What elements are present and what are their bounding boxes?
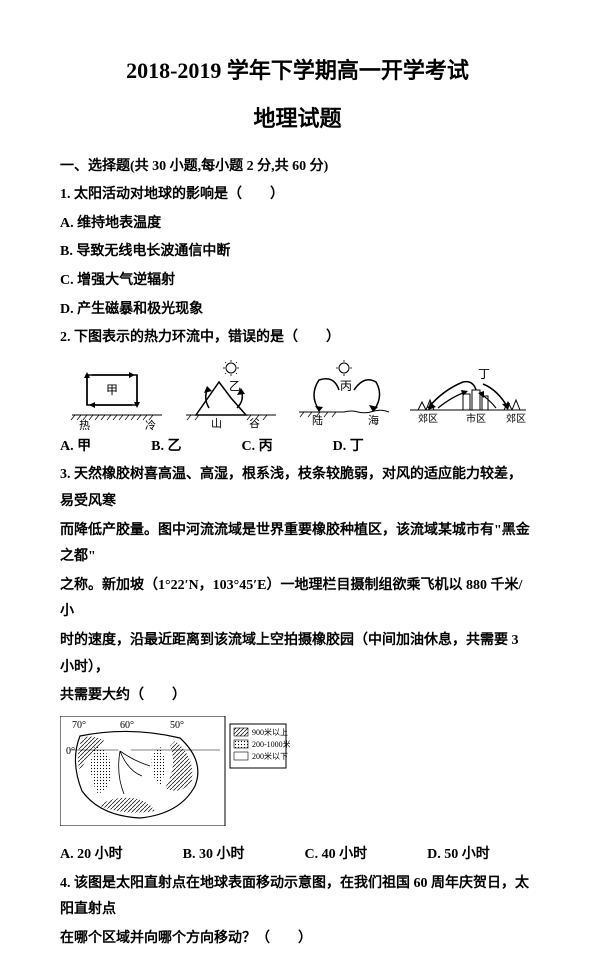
label-ding: 丁: [478, 367, 490, 381]
svg-text:50°: 50°: [170, 720, 184, 731]
q3-line3: 之称。新加坡（1°22′N，103°45′E）一地理栏目摄制组欲乘飞机以 880…: [60, 573, 535, 626]
legend-1: 900米以上: [252, 727, 288, 737]
label-jiao2: 郊区: [506, 412, 526, 425]
q3-opt-d: D. 50 小时: [427, 842, 490, 869]
q2-options: A. 甲 B. 乙 C. 丙 D. 丁: [60, 434, 535, 461]
label-shi: 市区: [466, 412, 486, 425]
diagram-yi: 乙 山 谷: [181, 360, 281, 430]
svg-text:70°: 70°: [72, 720, 86, 731]
q3-opt-b: B. 30 小时: [183, 842, 245, 869]
q3-line2: 而降低产胶量。图中河流流域是世界重要橡胶种植区，该流域某城市有"黑金之都": [60, 518, 535, 571]
q3-opt-c: C. 40 小时: [304, 842, 367, 869]
q1-stem: 1. 太阳活动对地球的影响是（ ）: [60, 182, 535, 209]
exam-title-1: 2018-2019 学年下学期高一开学考试: [60, 50, 535, 92]
q2-stem: 2. 下图表示的热力环流中，错误的是（ ）: [60, 325, 535, 352]
diagram-bing: 丙 陆 海: [294, 360, 394, 430]
q3-options: A. 20 小时 B. 30 小时 C. 40 小时 D. 50 小时: [60, 842, 535, 869]
svg-text:0°: 0°: [66, 746, 75, 757]
label-jia: 甲: [106, 383, 118, 397]
label-hai: 海: [368, 413, 379, 427]
q2-opt-d: D. 丁: [333, 434, 364, 461]
svg-text:60°: 60°: [120, 720, 134, 731]
q1-opt-b: B. 导致无线电长波通信中断: [60, 239, 535, 266]
exam-title-2: 地理试题: [60, 98, 535, 140]
label-jiao1: 郊区: [418, 412, 438, 425]
label-bing: 丙: [340, 379, 352, 393]
q1-opt-d: D. 产生磁暴和极光现象: [60, 297, 535, 324]
legend-2: 200-1000米: [252, 739, 290, 749]
section-header: 一、选择题(共 30 小题,每小题 2 分,共 60 分): [60, 154, 535, 181]
q1-opt-a: A. 维持地表温度: [60, 211, 535, 238]
q2-opt-b: B. 乙: [151, 434, 181, 461]
label-cold: 冷: [145, 419, 156, 430]
diagram-jia: 甲 热 冷: [67, 360, 167, 430]
q1-opt-c: C. 增强大气逆辐射: [60, 268, 535, 295]
legend-3: 200米以下: [252, 751, 288, 761]
q3-line5: 共需要大约（ ）: [60, 683, 535, 710]
q3-line4: 时的速度，沿最近距离到该流域上空拍摄橡胶园（中间加油休息，共需要 3 小时），: [60, 628, 535, 681]
label-shan: 山: [211, 417, 222, 430]
label-gu: 谷: [249, 417, 260, 430]
q2-opt-c: C. 丙: [241, 434, 272, 461]
q3-line1: 3. 天然橡胶树喜高温、高湿，根系浅，枝条较脆弱，对风的适应能力较差，易受风寒: [60, 462, 535, 515]
q3-map: 70° 60° 50° 0° 900米以上 200-1000米 200米以下: [60, 716, 535, 837]
q2-opt-a: A. 甲: [60, 434, 91, 461]
q3-opt-a: A. 20 小时: [60, 842, 123, 869]
q4-line2: 在哪个区域并向哪个方向移动？（ ）: [60, 926, 535, 953]
q2-diagrams: 甲 热 冷 乙 山 谷: [60, 360, 535, 430]
label-hot: 热: [79, 419, 90, 430]
diagram-ding: 丁 郊区 市区 郊区: [408, 360, 528, 430]
q4-line1: 4. 该图是太阳直射点在地球表面移动示意图，在我们祖国 60 周年庆贺日，太阳直…: [60, 871, 535, 924]
label-lu: 陆: [312, 413, 323, 427]
label-yi: 乙: [229, 379, 241, 393]
